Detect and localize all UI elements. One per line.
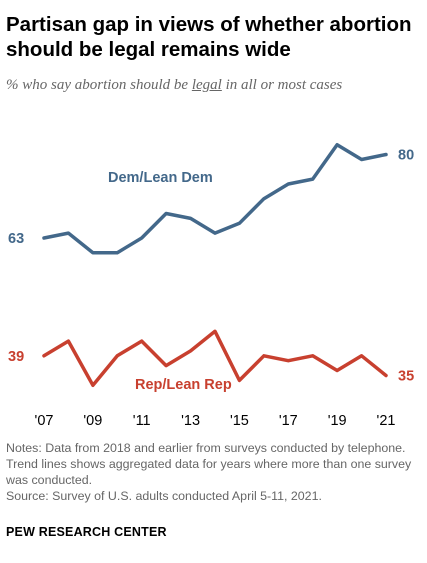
dem-start-label: 63 xyxy=(8,231,24,247)
dem-end-label: 80 xyxy=(398,148,414,164)
chart-notes: Notes: Data from 2018 and earlier from s… xyxy=(6,440,424,504)
rep-end-label: 35 xyxy=(398,368,414,384)
x-tick-label: '21 xyxy=(377,413,396,429)
org-name: PEW RESEARCH CENTER xyxy=(6,525,167,539)
x-tick-label: '09 xyxy=(83,413,102,429)
rep-start-label: 39 xyxy=(8,349,24,365)
chart-title: Partisan gap in views of whether abortio… xyxy=(6,13,412,61)
x-tick-label: '19 xyxy=(328,413,347,429)
rep-series-line xyxy=(42,329,388,388)
chart-subtitle: % who say abortion should be legal in al… xyxy=(6,76,421,95)
subtitle-post: in all or most cases xyxy=(221,77,343,93)
source-text: Source: Survey of U.S. adults conducted … xyxy=(6,489,322,503)
x-tick-label: '07 xyxy=(35,413,54,429)
line-chart: 63 80 Dem/Lean Dem 39 35 Rep/Lean Rep '07 '09 '1… xyxy=(8,142,414,429)
dem-series-line xyxy=(42,142,388,255)
x-tick-label: '13 xyxy=(181,413,200,429)
rep-series-name: Rep/Lean Rep xyxy=(135,377,232,393)
x-tick-label: '17 xyxy=(279,413,298,429)
x-tick-label: '15 xyxy=(230,413,249,429)
subtitle-pre: % who say abortion should be xyxy=(6,77,192,93)
dem-series-name: Dem/Lean Dem xyxy=(108,170,213,186)
subtitle-emphasis: legal xyxy=(191,77,222,93)
notes-text: Notes: Data from 2018 and earlier from s… xyxy=(6,441,412,487)
x-tick-label: '11 xyxy=(133,413,151,429)
